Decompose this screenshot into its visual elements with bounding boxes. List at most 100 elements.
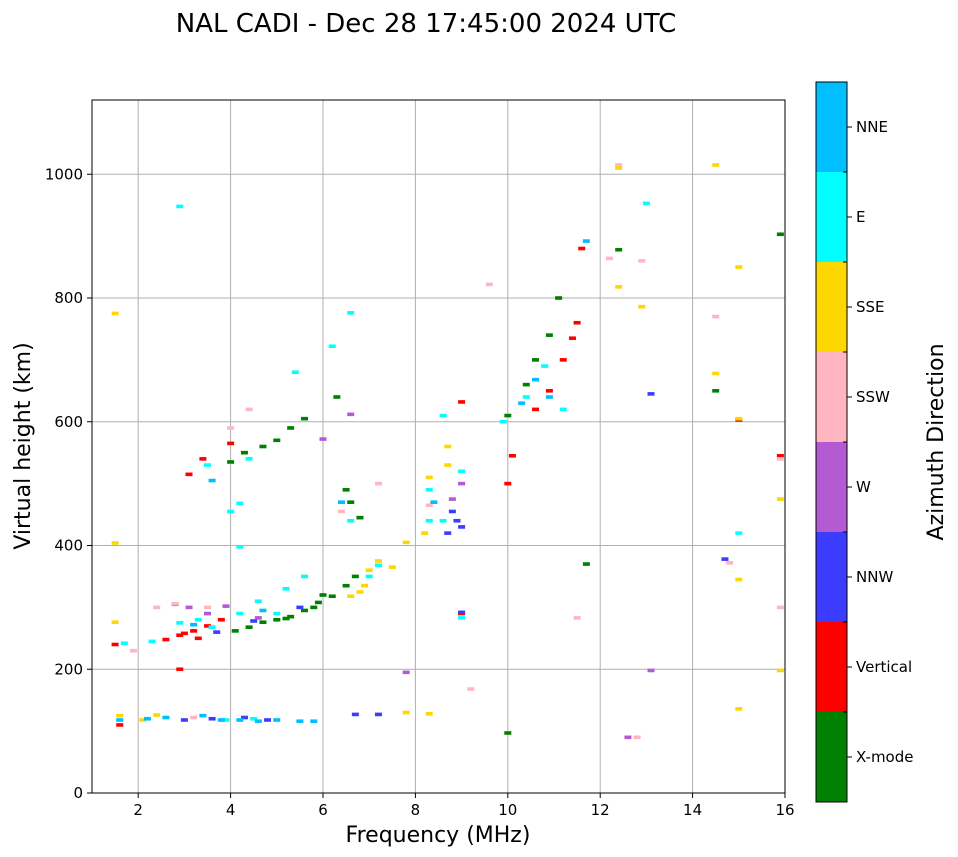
colorbar-segment-vertical: [816, 622, 847, 712]
echo-point-ssw: [712, 314, 720, 319]
echo-point-sse: [776, 668, 784, 673]
colorbar-tick-label: NNW: [856, 568, 893, 586]
echo-point-ssw: [153, 605, 161, 610]
echo-point-vertical: [508, 453, 516, 458]
echo-point-x-mode: [342, 583, 350, 588]
colorbar: X-mode Vertical NNW W SSW SSE E NNE: [815, 81, 913, 803]
colorbar-segment-ssw: [816, 352, 847, 442]
echo-point-e: [227, 509, 235, 514]
colorbar-tick-label: E: [856, 208, 865, 226]
echo-point-vertical: [162, 637, 170, 642]
echo-point-e: [642, 201, 650, 206]
colorbar-tick-label: W: [856, 478, 871, 496]
echo-point-nne: [337, 500, 345, 504]
echo-point-vertical: [217, 617, 225, 622]
colorbar-segment-w: [816, 442, 847, 532]
echo-point-ssw: [171, 601, 179, 606]
echo-point-nne: [254, 719, 262, 724]
echo-point-ssw: [130, 648, 138, 653]
echo-point-e: [291, 370, 299, 375]
colorbar-frame: [815, 81, 848, 803]
echo-point-x-mode: [273, 617, 281, 622]
echo-point-ssw: [190, 715, 198, 720]
echo-point-e: [120, 641, 128, 646]
x-tick-label: 16: [775, 801, 794, 819]
echo-point-x-mode: [351, 574, 359, 579]
echo-point-nne: [217, 718, 225, 722]
echo-point-w: [319, 437, 327, 441]
echo-point-ssw: [776, 605, 784, 610]
echo-point-ssw: [605, 256, 613, 261]
echo-point-sse: [111, 541, 119, 545]
x-tick-label: 10: [498, 801, 517, 819]
echo-point-x-mode: [319, 593, 327, 597]
x-tick-label: 2: [133, 801, 143, 819]
echo-point-w: [222, 604, 230, 608]
echo-point-ssw: [227, 426, 235, 430]
echo-point-e: [282, 587, 290, 591]
echo-point-nne: [545, 395, 553, 399]
echo-point-nne: [582, 239, 590, 243]
colorbar-tick-label: NNE: [856, 118, 888, 136]
echo-point-w: [448, 497, 456, 501]
echo-point-sse: [356, 590, 364, 594]
echo-point-sse: [116, 713, 124, 718]
echo-point-nnw: [180, 718, 188, 722]
echo-point-vertical: [504, 481, 512, 486]
echo-point-vertical: [458, 400, 466, 404]
colorbar-label: Azimuth Direction: [924, 343, 949, 540]
echo-point-nnw: [647, 392, 655, 396]
echo-point-sse: [615, 166, 623, 170]
echo-point-ssw: [374, 481, 382, 486]
echo-point-sse: [444, 444, 452, 449]
echo-point-nne: [208, 478, 216, 483]
echo-point-vertical: [559, 358, 567, 362]
echo-point-e: [236, 611, 244, 616]
echo-point-x-mode: [712, 389, 720, 393]
y-tick-label: 800: [54, 289, 83, 307]
echo-point-x-mode: [333, 395, 341, 399]
axis-ticks: 2 4 6 8 10 12 14 16 0 200 400 600 800 1000: [45, 165, 795, 819]
echo-point-x-mode: [287, 426, 295, 430]
echo-point-e: [425, 488, 433, 492]
echo-point-nnw: [444, 531, 452, 535]
echo-point-w: [185, 605, 193, 610]
echo-point-e: [458, 469, 466, 474]
echo-point-sse: [735, 577, 743, 582]
echo-point-sse: [735, 707, 743, 711]
echo-point-vertical: [545, 389, 553, 393]
echo-point-sse: [111, 620, 119, 625]
echo-point-e: [347, 518, 355, 523]
echo-point-sse: [388, 565, 396, 569]
echo-point-e: [522, 395, 530, 399]
echo-point-x-mode: [301, 608, 309, 613]
echo-point-sse: [425, 712, 433, 716]
colorbar-segment-x-mode: [816, 712, 847, 802]
echo-point-nne: [518, 401, 526, 405]
echo-point-x-mode: [615, 247, 623, 252]
echo-point-nne: [296, 719, 304, 724]
echo-point-x-mode: [545, 333, 553, 337]
echo-point-nnw: [351, 712, 359, 717]
y-tick-label: 200: [54, 660, 83, 678]
echo-point-sse: [402, 710, 410, 715]
echo-point-nne: [190, 622, 198, 627]
echo-point-e: [425, 518, 433, 523]
echo-point-x-mode: [582, 562, 590, 566]
echo-point-sse: [735, 265, 743, 269]
data-marks: [111, 163, 784, 740]
echo-point-ssw: [204, 605, 211, 610]
echo-point-vertical: [176, 667, 184, 672]
echo-point-vertical: [568, 336, 576, 341]
echo-point-vertical: [116, 723, 124, 727]
echo-point-x-mode: [259, 620, 267, 625]
colorbar-tick-label: Vertical: [856, 658, 912, 676]
echo-point-e: [328, 344, 336, 349]
echo-point-ssw: [425, 503, 433, 508]
y-tick-label: 400: [54, 537, 83, 555]
echo-point-x-mode: [273, 438, 281, 443]
echo-point-e: [245, 457, 253, 461]
echo-point-vertical: [204, 624, 211, 628]
echo-point-x-mode: [328, 594, 336, 599]
